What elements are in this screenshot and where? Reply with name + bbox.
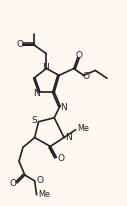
Text: N: N	[42, 63, 49, 72]
Text: S: S	[32, 116, 37, 125]
Text: O: O	[17, 40, 23, 49]
Text: Me: Me	[38, 190, 50, 199]
Text: O: O	[83, 72, 90, 81]
Text: O: O	[75, 51, 82, 60]
Text: N: N	[33, 89, 40, 98]
Text: N: N	[66, 133, 72, 142]
Text: O: O	[36, 176, 43, 185]
Text: N: N	[61, 103, 67, 112]
Text: O: O	[10, 179, 17, 188]
Text: O: O	[58, 154, 65, 163]
Text: Me: Me	[78, 124, 90, 133]
